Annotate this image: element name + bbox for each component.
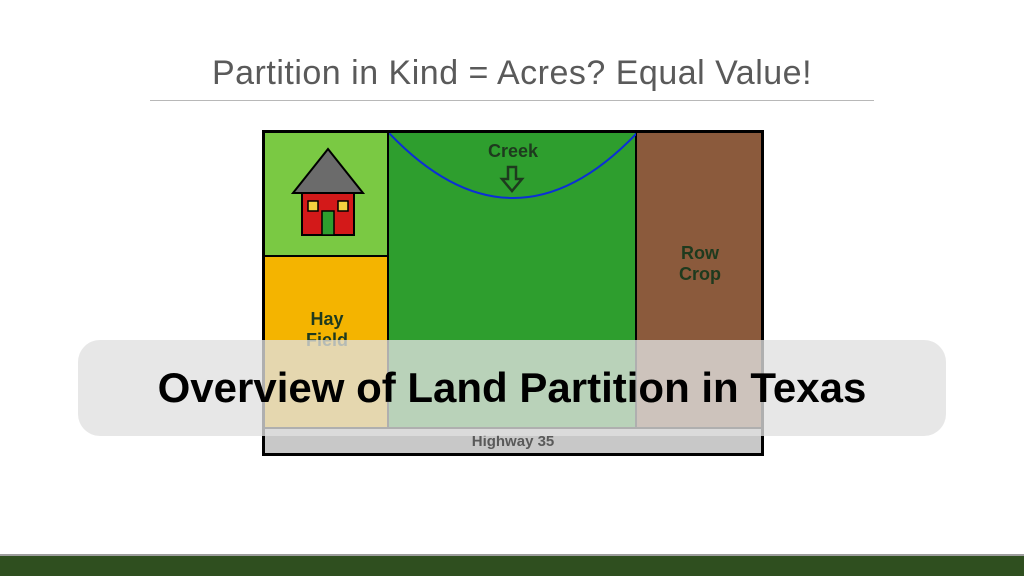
slide: Partition in Kind = Acres? Equal Value! … — [0, 0, 1024, 576]
title-overlay-text: Overview of Land Partition in Texas — [158, 364, 867, 412]
title-overlay: Overview of Land Partition in Texas — [78, 340, 946, 436]
house-roof — [293, 149, 363, 193]
row-crop-label: RowCrop — [637, 243, 763, 284]
heading-underline — [150, 100, 874, 101]
house-icon — [289, 147, 367, 241]
creek-label: Creek — [389, 141, 637, 162]
house-window-right — [338, 201, 348, 211]
house-window-left — [308, 201, 318, 211]
slide-heading: Partition in Kind = Acres? Equal Value! — [0, 54, 1024, 93]
down-arrow-icon — [498, 165, 526, 195]
house-door — [322, 211, 334, 235]
footer-bar — [0, 556, 1024, 576]
parcel-house — [264, 132, 388, 256]
